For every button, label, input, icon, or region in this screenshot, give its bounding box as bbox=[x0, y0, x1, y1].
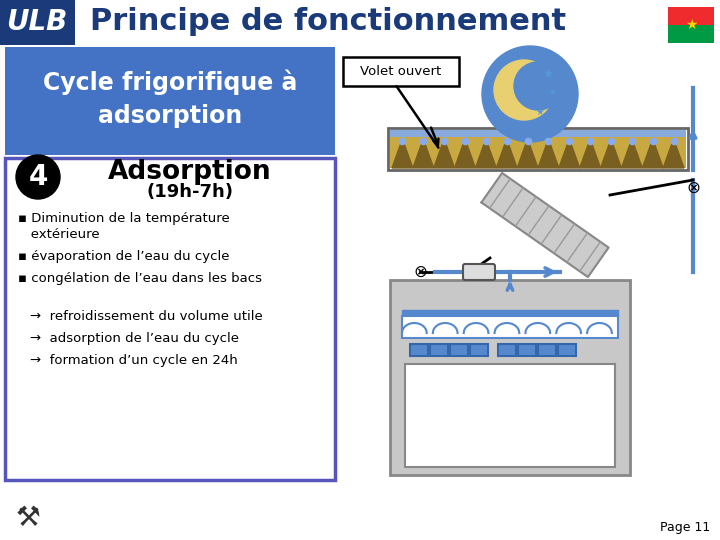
FancyBboxPatch shape bbox=[450, 344, 468, 356]
Text: ULB: ULB bbox=[6, 8, 68, 36]
Text: ▪ évaporation de l’eau du cycle: ▪ évaporation de l’eau du cycle bbox=[18, 250, 230, 263]
FancyBboxPatch shape bbox=[498, 344, 516, 356]
FancyBboxPatch shape bbox=[405, 364, 615, 467]
Text: Adsorption: Adsorption bbox=[108, 159, 272, 185]
Circle shape bbox=[494, 60, 554, 120]
Polygon shape bbox=[600, 139, 621, 168]
FancyBboxPatch shape bbox=[5, 158, 335, 480]
FancyBboxPatch shape bbox=[0, 0, 75, 45]
Text: ⊗: ⊗ bbox=[413, 263, 427, 281]
Text: Page 11: Page 11 bbox=[660, 522, 710, 535]
Text: Volet ouvert: Volet ouvert bbox=[361, 65, 441, 78]
Text: →  refroidissement du volume utile: → refroidissement du volume utile bbox=[30, 310, 263, 323]
Polygon shape bbox=[413, 139, 433, 168]
Polygon shape bbox=[517, 139, 538, 168]
FancyBboxPatch shape bbox=[558, 344, 576, 356]
Polygon shape bbox=[642, 139, 663, 168]
FancyBboxPatch shape bbox=[390, 130, 686, 137]
Polygon shape bbox=[496, 139, 517, 168]
FancyBboxPatch shape bbox=[668, 25, 714, 43]
Polygon shape bbox=[580, 139, 600, 168]
Polygon shape bbox=[475, 139, 496, 168]
Text: ▪ congélation de l’eau dans les bacs: ▪ congélation de l’eau dans les bacs bbox=[18, 272, 262, 285]
Text: ▪ Diminution de la température
   extérieure: ▪ Diminution de la température extérieur… bbox=[18, 212, 230, 241]
FancyBboxPatch shape bbox=[390, 137, 686, 168]
FancyBboxPatch shape bbox=[390, 280, 630, 475]
Text: Principe de fonctionnement: Principe de fonctionnement bbox=[90, 8, 566, 37]
FancyBboxPatch shape bbox=[470, 344, 488, 356]
Text: Cycle frigorifique à
adsorption: Cycle frigorifique à adsorption bbox=[42, 70, 297, 129]
Polygon shape bbox=[454, 139, 475, 168]
FancyBboxPatch shape bbox=[402, 310, 618, 316]
Polygon shape bbox=[433, 139, 454, 168]
Text: →  formation d’un cycle en 24h: → formation d’un cycle en 24h bbox=[30, 354, 238, 367]
FancyBboxPatch shape bbox=[668, 7, 714, 25]
FancyBboxPatch shape bbox=[388, 128, 688, 170]
FancyBboxPatch shape bbox=[463, 264, 495, 280]
FancyBboxPatch shape bbox=[518, 344, 536, 356]
Text: ★: ★ bbox=[536, 107, 544, 117]
FancyBboxPatch shape bbox=[430, 344, 448, 356]
Polygon shape bbox=[482, 173, 608, 277]
Polygon shape bbox=[559, 139, 580, 168]
Circle shape bbox=[482, 46, 578, 142]
Text: →  adsorption de l’eau du cycle: → adsorption de l’eau du cycle bbox=[30, 332, 239, 345]
Text: ★: ★ bbox=[685, 18, 697, 32]
Circle shape bbox=[16, 155, 60, 199]
Circle shape bbox=[514, 62, 562, 110]
Text: (19h-7h): (19h-7h) bbox=[146, 183, 233, 201]
FancyBboxPatch shape bbox=[0, 0, 720, 45]
Polygon shape bbox=[392, 139, 413, 168]
Polygon shape bbox=[621, 139, 642, 168]
Polygon shape bbox=[663, 139, 684, 168]
FancyBboxPatch shape bbox=[402, 316, 618, 338]
Text: ⚒: ⚒ bbox=[16, 504, 40, 532]
FancyBboxPatch shape bbox=[343, 57, 459, 86]
FancyBboxPatch shape bbox=[538, 344, 556, 356]
FancyBboxPatch shape bbox=[410, 344, 428, 356]
Text: ★: ★ bbox=[548, 87, 556, 97]
Text: ⊗: ⊗ bbox=[686, 179, 700, 197]
FancyBboxPatch shape bbox=[5, 47, 335, 155]
Polygon shape bbox=[538, 139, 559, 168]
Text: ★: ★ bbox=[542, 68, 554, 80]
Text: 4: 4 bbox=[28, 163, 48, 191]
